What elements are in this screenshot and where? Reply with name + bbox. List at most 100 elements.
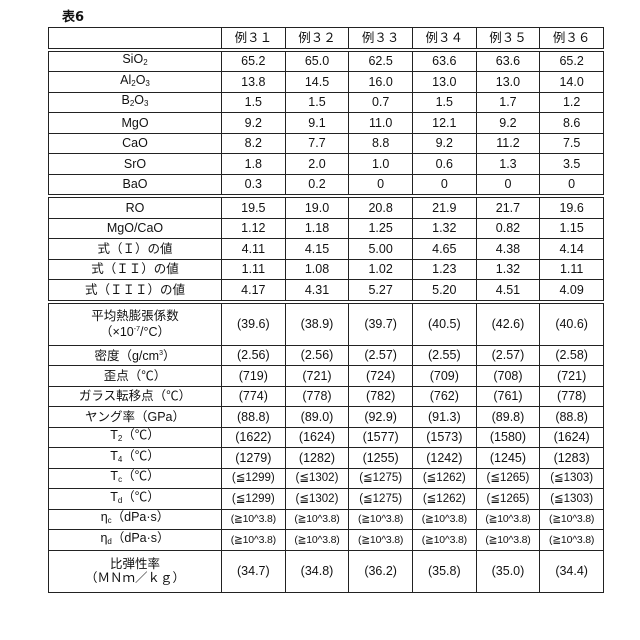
value-cell: (2.55) <box>412 345 476 366</box>
value-cell: 1.25 <box>349 218 413 239</box>
row-label-part: （℃） <box>122 428 160 442</box>
value-cell: (761) <box>476 386 540 407</box>
value-cell: 0.6 <box>412 154 476 175</box>
value-cell: 1.12 <box>222 218 286 239</box>
value-cell: (1624) <box>285 427 349 448</box>
value-cell: 5.20 <box>412 280 476 302</box>
row-label-part: 3 <box>145 79 149 88</box>
value-cell: 13.0 <box>476 72 540 93</box>
table-row: Al2O313.814.516.013.013.014.0 <box>49 72 604 93</box>
value-cell: 19.0 <box>285 196 349 218</box>
row-label-part: 比弾性率 <box>110 557 160 571</box>
row-label-part: （×10 <box>100 325 134 339</box>
row-label-part: SiO <box>122 52 143 66</box>
value-cell: (1279) <box>222 448 286 469</box>
row-label: CaO <box>49 133 222 154</box>
value-cell: 0 <box>476 174 540 196</box>
value-cell: (721) <box>285 366 349 387</box>
table-row: 式（Ｉ）の値4.114.155.004.654.384.14 <box>49 239 604 260</box>
value-cell: 1.23 <box>412 259 476 280</box>
value-cell: 7.7 <box>285 133 349 154</box>
table-row: SrO1.82.01.00.61.33.5 <box>49 154 604 175</box>
row-label-part: 平均熱膨張係数 <box>91 309 179 323</box>
value-cell: 0 <box>412 174 476 196</box>
value-cell: (721) <box>540 366 604 387</box>
value-cell: (≦1275) <box>349 468 413 489</box>
value-cell: (774) <box>222 386 286 407</box>
value-cell: 1.5 <box>222 92 286 113</box>
row-label: 式（ＩＩ）の値 <box>49 259 222 280</box>
value-cell: 13.0 <box>412 72 476 93</box>
value-cell: 5.00 <box>349 239 413 260</box>
row-label: 密度（g/cm3） <box>49 345 222 366</box>
table-row: 比弾性率（ＭＮｍ／ｋｇ）(34.7)(34.8)(36.2)(35.8)(35.… <box>49 550 604 592</box>
value-cell: (≧10^3.8) <box>540 509 604 530</box>
table-row: Td（℃）(≦1299)(≦1302)(≦1275)(≦1262)(≦1265)… <box>49 489 604 510</box>
table-title: 表6 <box>62 6 84 25</box>
row-label-part: ） <box>163 349 176 363</box>
value-cell: 65.2 <box>540 50 604 72</box>
row-label: 比弾性率（ＭＮｍ／ｋｇ） <box>49 550 222 592</box>
row-label-part: （dPa·s） <box>112 531 170 545</box>
value-cell: 3.5 <box>540 154 604 175</box>
value-cell: 0.7 <box>349 92 413 113</box>
value-cell: 8.6 <box>540 113 604 134</box>
table-row: ヤング率（GPa）(88.8)(89.0)(92.9)(91.3)(89.8)(… <box>49 407 604 428</box>
row-label-part: 密度（g/cm <box>94 349 159 363</box>
row-label: 式（Ｉ）の値 <box>49 239 222 260</box>
row-label-part: T <box>110 428 118 442</box>
row-label: ヤング率（GPa） <box>49 407 222 428</box>
value-cell: 1.11 <box>222 259 286 280</box>
row-label-part: MgO/CaO <box>107 221 163 235</box>
row-label-part: O <box>134 93 144 107</box>
value-cell: 4.14 <box>540 239 604 260</box>
value-cell: 1.3 <box>476 154 540 175</box>
row-label: 歪点（℃） <box>49 366 222 387</box>
row-label: ηd（dPa·s） <box>49 530 222 551</box>
row-label: 式（ＩＩＩ）の値 <box>49 280 222 302</box>
value-cell: 19.6 <box>540 196 604 218</box>
row-label-part: RO <box>126 201 145 215</box>
value-cell: 1.08 <box>285 259 349 280</box>
value-cell: 11.0 <box>349 113 413 134</box>
value-cell: (≧10^3.8) <box>476 509 540 530</box>
row-label: MgO <box>49 113 222 134</box>
table-row: 式（ＩＩＩ）の値4.174.315.275.204.514.09 <box>49 280 604 302</box>
value-cell: 1.11 <box>540 259 604 280</box>
row-label-part: O <box>136 73 146 87</box>
row-label-part: BaO <box>122 177 147 191</box>
value-cell: 4.38 <box>476 239 540 260</box>
row-label: Tc（℃） <box>49 468 222 489</box>
table-row: BaO0.30.20000 <box>49 174 604 196</box>
value-cell: (2.56) <box>222 345 286 366</box>
value-cell: (1577) <box>349 427 413 448</box>
value-cell: (36.2) <box>349 550 413 592</box>
value-cell: (≦1299) <box>222 468 286 489</box>
value-cell: 4.65 <box>412 239 476 260</box>
value-cell: 0.2 <box>285 174 349 196</box>
value-cell: 2.0 <box>285 154 349 175</box>
column-header: 例３５ <box>476 28 540 50</box>
value-cell: (≦1275) <box>349 489 413 510</box>
value-cell: (40.5) <box>412 302 476 346</box>
row-label-part: 3 <box>144 99 148 108</box>
value-cell: 65.2 <box>222 50 286 72</box>
value-cell: (≧10^3.8) <box>285 509 349 530</box>
value-cell: 4.15 <box>285 239 349 260</box>
value-cell: 13.8 <box>222 72 286 93</box>
value-cell: (2.57) <box>476 345 540 366</box>
value-cell: 8.2 <box>222 133 286 154</box>
value-cell: 1.02 <box>349 259 413 280</box>
table-row: 歪点（℃）(719)(721)(724)(709)(708)(721) <box>49 366 604 387</box>
value-cell: 0.82 <box>476 218 540 239</box>
table-row: SiO265.265.062.563.663.665.2 <box>49 50 604 72</box>
value-cell: (≦1299) <box>222 489 286 510</box>
value-cell: (1242) <box>412 448 476 469</box>
value-cell: 4.17 <box>222 280 286 302</box>
value-cell: 1.18 <box>285 218 349 239</box>
value-cell: (≧10^3.8) <box>412 509 476 530</box>
value-cell: (708) <box>476 366 540 387</box>
value-cell: (778) <box>285 386 349 407</box>
row-label-part: （dPa·s） <box>112 510 170 524</box>
row-label-part: T <box>110 469 118 483</box>
